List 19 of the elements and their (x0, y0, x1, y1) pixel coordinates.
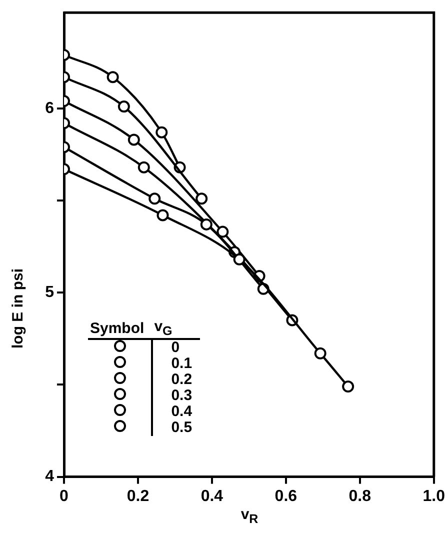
legend-label: 0.1 (152, 355, 200, 372)
y-axis-title: log E in psi (10, 268, 26, 351)
y-tick-label: 5 (45, 284, 54, 301)
x-tick-label: 0.8 (348, 488, 372, 505)
x-tick-label: 0.6 (274, 488, 298, 505)
legend-title: v$_{G}$ (152, 318, 200, 339)
x-tick-label: 0 (60, 488, 69, 505)
legend-label: 0.4 (152, 403, 200, 420)
x-tick-label: 1.0 (422, 488, 446, 505)
legend-label: 0.3 (152, 387, 200, 404)
legend-label: 0.5 (152, 419, 200, 436)
y-tick-label: 6 (45, 100, 54, 117)
legend-label: 0.2 (152, 371, 200, 388)
x-tick-label: 0.2 (126, 488, 150, 505)
x-axis-title: v$_{R}$ (240, 506, 260, 526)
legend-label: 0 (152, 339, 200, 356)
x-tick-label: 0.4 (200, 488, 224, 505)
annotation: Symbol (88, 318, 152, 339)
y-tick-label: 4 (45, 468, 54, 486)
